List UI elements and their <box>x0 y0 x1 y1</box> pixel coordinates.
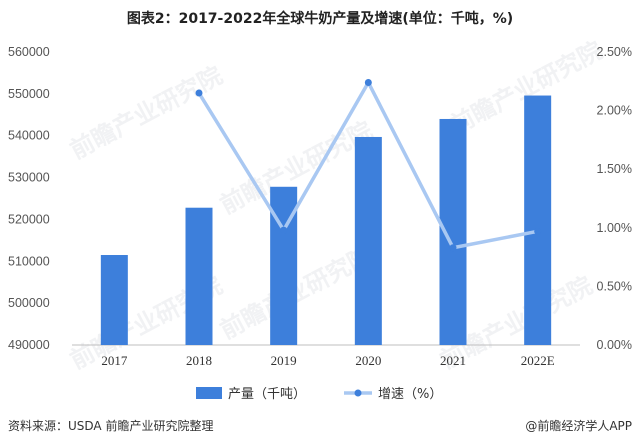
y-right-tick-label: 2.50% <box>597 45 632 59</box>
legend-label-bar: 产量（千吨） <box>228 387 306 402</box>
y-left-tick-label: 550000 <box>8 87 50 101</box>
growth-rate-point <box>534 227 542 235</box>
growth-rate-point <box>195 89 203 97</box>
bar-production <box>185 207 213 345</box>
y-left-tick-label: 540000 <box>8 129 50 143</box>
chart-title: 图表2：2017-2022年全球牛奶产量及增速(单位：千吨，%) <box>126 11 514 27</box>
bar-production <box>524 95 552 345</box>
x-tick-label: 2021 <box>440 353 466 368</box>
y-left-tick-label: 500000 <box>8 296 50 310</box>
legend-swatch-marker <box>354 389 362 397</box>
y-left-tick-label: 510000 <box>8 254 50 268</box>
y-left-tick-label: 560000 <box>8 45 50 59</box>
growth-rate-point <box>364 78 372 86</box>
y-right-tick-label: 1.50% <box>597 162 632 176</box>
y-right-tick-label: 0.50% <box>597 279 632 293</box>
y-left-tick-label: 530000 <box>8 171 50 185</box>
growth-rate-point <box>449 244 457 252</box>
x-tick-label: 2017 <box>101 353 128 368</box>
y-right-tick-label: 2.00% <box>597 104 632 118</box>
growth-rate-point <box>280 226 288 234</box>
x-tick-label: 2018 <box>186 353 212 368</box>
y-right-tick-label: 1.00% <box>597 221 632 235</box>
x-tick-label: 2020 <box>355 353 381 368</box>
legend-swatch-bar <box>196 387 222 399</box>
legend-label-line: 增速（%） <box>378 387 442 402</box>
source-note: 资料来源：USDA 前瞻产业研究院整理 <box>8 419 214 433</box>
x-tick-label: 2019 <box>271 353 297 368</box>
bar-production <box>354 136 382 345</box>
brand-credit: @前瞻经济学人APP <box>525 419 632 433</box>
x-tick-label: 2022E <box>521 353 555 368</box>
y-left-tick-label: 520000 <box>8 212 50 226</box>
watermark-text: 前瞻产业研究院 <box>66 61 227 165</box>
y-right-tick-label: 0.00% <box>597 338 632 352</box>
y-left-tick-label: 490000 <box>8 338 50 352</box>
bar-production <box>100 255 128 345</box>
